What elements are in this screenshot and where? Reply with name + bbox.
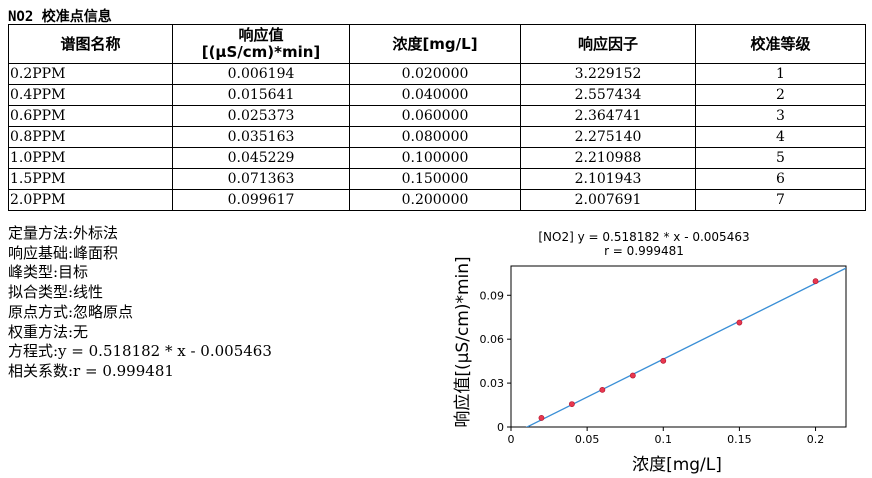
fit-line [525, 267, 846, 427]
x-tick-label: 0 [508, 433, 515, 446]
info-line: 原点方式:忽略原点 [8, 302, 134, 321]
x-tick-label: 0.1 [655, 433, 673, 446]
calibration-table: 谱图名称 响应值 [(μS/cm)*min] 浓度[mg/L] 响应因子 校准等… [8, 24, 866, 211]
cell-concentration: 0.080000 [349, 126, 521, 148]
table-row: 2.0PPM 0.099617 0.200000 2.007691 7 [8, 189, 866, 211]
x-tick-label: 0.2 [807, 433, 825, 446]
cell-level: 1 [695, 63, 866, 85]
col-header-response-label: 响应值 [238, 26, 284, 44]
col-header-level: 校准等级 [695, 24, 866, 64]
col-header-concentration: 浓度[mg/L] [349, 24, 521, 64]
x-axis-label: 浓度[mg/L] [632, 455, 722, 475]
data-point [736, 319, 743, 326]
info-line: 权重方法:无 [8, 322, 89, 341]
calibration-info: 定量方法:外标法 响应基础:峰面积 峰类型:目标 拟合类型:线性 原点方式:忽略原点 权重… [8, 224, 272, 382]
calibration-curve-chart: [NO2] y = 0.518182 * x - 0.005463 r = 0.… [453, 230, 847, 475]
table-row: 0.8PPM 0.035163 0.080000 2.275140 4 [8, 126, 866, 148]
data-point [812, 278, 819, 285]
x-tick-label: 0.05 [575, 433, 600, 446]
cell-level: 3 [695, 105, 866, 127]
cell-response-factor: 2.557434 [520, 84, 696, 106]
x-tick-label: 0.15 [727, 433, 752, 446]
cell-concentration: 0.060000 [349, 105, 521, 127]
cell-response-factor: 2.210988 [520, 147, 696, 169]
col-header-response-factor: 响应因子 [520, 24, 696, 64]
cell-response: 0.099617 [172, 189, 350, 211]
chart-subtitle: r = 0.999481 [604, 244, 684, 258]
cell-response: 0.071363 [172, 168, 350, 190]
col-header-response-unit: [(μS/cm)*min] [201, 43, 321, 61]
cell-response-factor: 2.101943 [520, 168, 696, 190]
col-header-response: 响应值 [(μS/cm)*min] [172, 24, 350, 64]
info-line: 方程式:y = 0.518182 * x - 0.005463 [8, 342, 272, 361]
cell-response-factor: 2.275140 [520, 126, 696, 148]
chart-title: [NO2] y = 0.518182 * x - 0.005463 [538, 230, 749, 244]
cell-spectrum-name: 0.2PPM [8, 63, 173, 85]
data-point [660, 357, 667, 364]
cell-spectrum-name: 1.0PPM [8, 147, 173, 169]
cell-concentration: 0.040000 [349, 84, 521, 106]
cell-response-factor: 3.229152 [520, 63, 696, 85]
info-line: 峰类型:目标 [8, 263, 89, 282]
y-tick-label: 0.03 [480, 377, 505, 390]
col-header-name: 谱图名称 [8, 24, 173, 64]
cell-level: 2 [695, 84, 866, 106]
cell-level: 7 [695, 189, 866, 211]
info-line: 拟合类型:线性 [8, 283, 104, 302]
plot-area: 0 0.05 0.1 0.15 0.2 0 0.03 0.06 0.09 [480, 265, 847, 446]
data-point [538, 415, 545, 421]
cell-response: 0.006194 [172, 63, 350, 85]
y-tick-label: 0 [497, 421, 504, 434]
cell-response-factor: 2.007691 [520, 189, 696, 211]
cell-level: 4 [695, 126, 866, 148]
info-line: 定量方法:外标法 [8, 224, 119, 242]
cell-concentration: 0.150000 [349, 168, 521, 190]
table-body: 0.2PPM 0.006194 0.020000 3.229152 1 0.4PPM 0.0… [8, 63, 866, 211]
cell-concentration: 0.100000 [349, 147, 521, 169]
cell-spectrum-name: 1.5PPM [8, 168, 173, 190]
data-point [569, 401, 575, 408]
table-header-row: 谱图名称 响应值 [(μS/cm)*min] 浓度[mg/L] 响应因子 校准等… [8, 24, 866, 64]
cell-response-factor: 2.364741 [520, 105, 696, 127]
cell-spectrum-name: 0.4PPM [8, 84, 173, 106]
y-tick-label: 0.09 [480, 289, 505, 302]
cell-spectrum-name: 0.8PPM [8, 126, 173, 148]
y-tick-label: 0.06 [480, 333, 505, 346]
cell-response: 0.015641 [172, 84, 350, 106]
cell-spectrum-name: 2.0PPM [8, 189, 173, 211]
table-row: 0.6PPM 0.025373 0.060000 2.364741 3 [8, 105, 866, 127]
data-point [629, 372, 636, 379]
table-row: 0.2PPM 0.006194 0.020000 3.229152 1 [8, 63, 866, 85]
cell-response: 0.045229 [172, 147, 350, 169]
section-title: NO2 校准点信息 [8, 9, 112, 25]
cell-level: 6 [695, 168, 866, 190]
plot-frame [510, 265, 847, 428]
data-point [599, 386, 606, 393]
cell-response: 0.025373 [172, 105, 350, 127]
info-line: 相关系数:r = 0.999481 [8, 361, 174, 380]
cell-concentration: 0.200000 [349, 189, 521, 211]
table-row: 1.5PPM 0.071363 0.150000 2.101943 6 [8, 168, 866, 190]
cell-response: 0.035163 [172, 126, 350, 148]
cell-concentration: 0.020000 [349, 63, 521, 85]
y-axis-label: 响应值[(μS/cm)*min] [453, 256, 473, 427]
info-line: 响应基础:峰面积 [8, 243, 119, 262]
table-row: 1.0PPM 0.045229 0.100000 2.210988 5 [8, 147, 866, 169]
cell-spectrum-name: 0.6PPM [8, 105, 173, 127]
table-row: 0.4PPM 0.015641 0.040000 2.557434 2 [8, 84, 866, 106]
cell-level: 5 [695, 147, 866, 169]
